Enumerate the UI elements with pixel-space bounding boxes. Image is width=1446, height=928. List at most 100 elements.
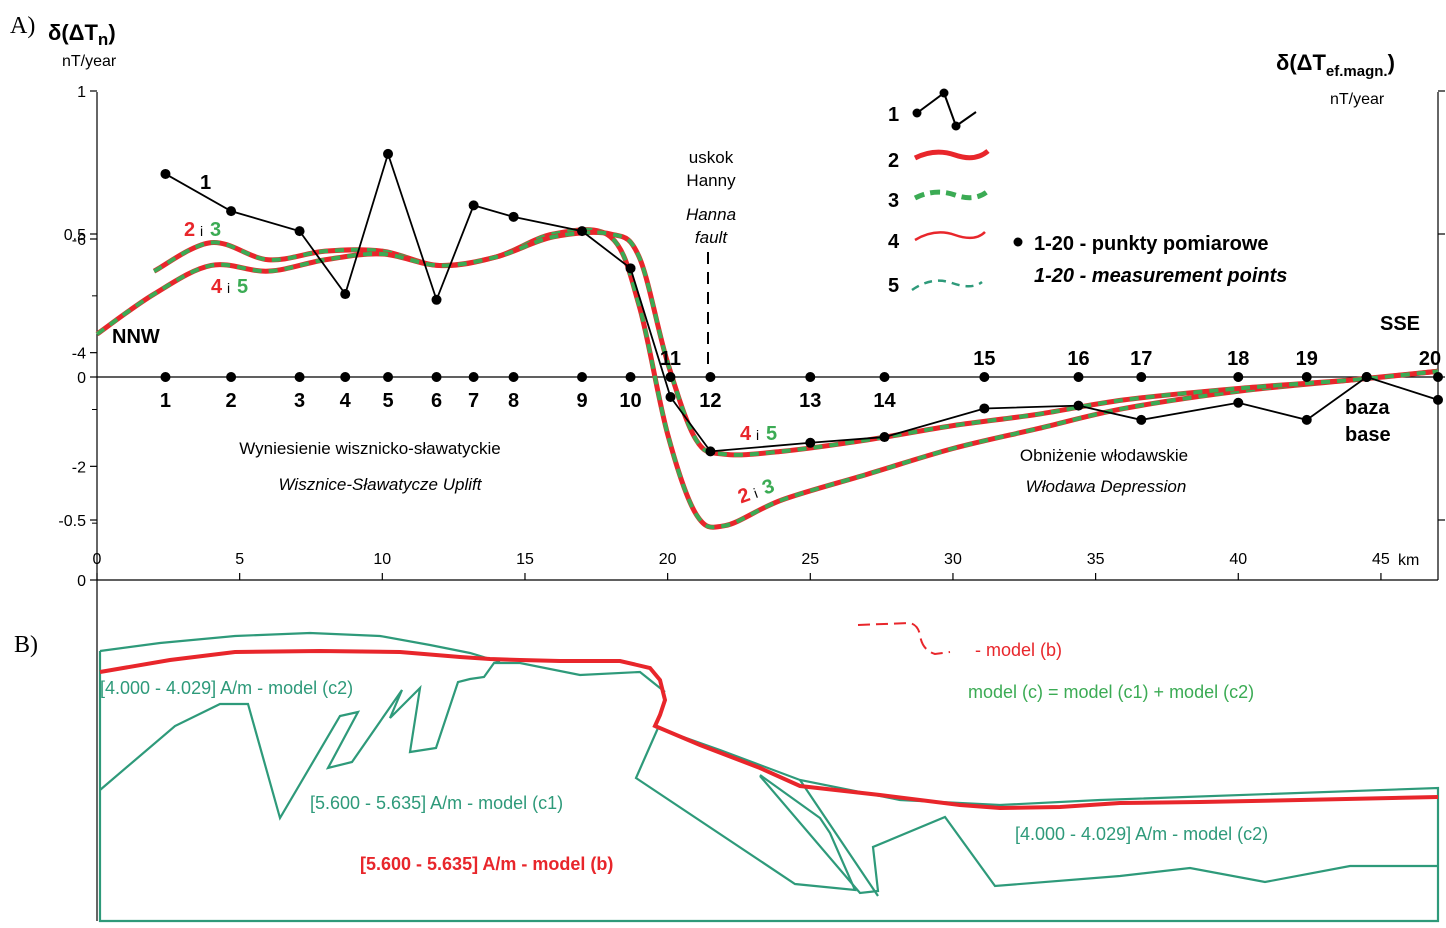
- label-4i5-upper: 4 i 5: [211, 276, 248, 298]
- series-1-point: [1433, 394, 1443, 405]
- curve-1-label: 1: [200, 172, 211, 194]
- model-c1-outline: [99, 661, 666, 821]
- measurement-point-label: 14: [873, 390, 896, 412]
- measurement-point: [625, 372, 636, 382]
- fault-label-en-1: Hanna: [686, 205, 736, 224]
- label-2: 2: [184, 219, 195, 241]
- model-b-legend-label: - model (b): [975, 640, 1062, 660]
- y-tick-label: 0: [77, 573, 86, 590]
- legend-dot: [912, 108, 922, 118]
- x-tick-label: 20: [659, 551, 677, 568]
- model-c1-lower-boundary: [759, 775, 1438, 895]
- series-1-point: [577, 226, 588, 237]
- measurement-point-label: 16: [1067, 348, 1089, 370]
- legend-label-1: 1: [888, 104, 899, 126]
- legend-label-2: 2: [888, 150, 899, 172]
- series-1-point: [160, 168, 171, 179]
- label-i: i: [227, 280, 230, 296]
- legend-label-3: 3: [888, 190, 899, 212]
- series-1-point: [294, 226, 305, 237]
- legend-dot: [951, 121, 961, 131]
- measurement-point: [226, 372, 237, 382]
- series-3-line: [153, 227, 1439, 530]
- y-tick-label: -2: [72, 459, 86, 476]
- measurement-point: [160, 372, 171, 382]
- label-4: 4: [211, 276, 223, 298]
- model-c-bodies: [98, 631, 1440, 923]
- series-1-point: [1073, 400, 1084, 411]
- label-2i3-upper: 2 i 3: [184, 219, 221, 241]
- series-1-point: [665, 392, 676, 403]
- y-tick-label: 0: [77, 370, 86, 387]
- model-b-boundary: [99, 648, 1439, 811]
- base-label-en: base: [1345, 424, 1391, 446]
- measurement-point-label: 8: [508, 390, 519, 412]
- panel-a-label: A): [10, 13, 35, 39]
- legend-swatch-5: [911, 279, 983, 292]
- label-c2-top: [4.000 - 4.029] A/m - model (c2): [100, 678, 353, 698]
- label-5: 5: [766, 423, 777, 445]
- label-5: 5: [237, 276, 248, 298]
- y-tick-label: 1: [77, 84, 86, 101]
- label-c2-right: [4.000 - 4.029] A/m - model (c2): [1015, 824, 1268, 844]
- series-1-point: [1301, 414, 1312, 425]
- measurement-point-label: 12: [699, 390, 721, 412]
- measurement-point: [705, 372, 716, 382]
- x-tick-label: 15: [516, 551, 534, 568]
- model-c-definition: model (c) = model (c1) + model (c2): [968, 682, 1254, 702]
- label-c1: [5.600 - 5.635] A/m - model (c1): [310, 793, 563, 813]
- fault-label-en-2: fault: [695, 228, 728, 247]
- measurement-point: [1073, 372, 1084, 382]
- label-4: 4: [740, 423, 752, 445]
- series-1-point: [805, 437, 816, 448]
- depression-label-en: Włodawa Depression: [1026, 477, 1187, 496]
- series-1-point: [340, 289, 351, 300]
- measurement-point: [294, 372, 305, 382]
- model-c-top-boundary: [99, 631, 501, 664]
- x-tick-label: 10: [373, 551, 391, 568]
- panel-a-series: [95, 148, 1443, 530]
- measurement-point: [879, 372, 890, 382]
- measurement-point-label: 3: [294, 390, 305, 412]
- series-1-point: [431, 294, 442, 305]
- legend-dot: [939, 88, 949, 98]
- measurement-point: [340, 372, 351, 382]
- left-axis-title: δ(ΔTn): [48, 20, 116, 49]
- series-1-point: [879, 432, 890, 443]
- model-c1-dike: [799, 779, 879, 897]
- measurement-point: [577, 372, 588, 382]
- label-i: i: [751, 485, 759, 501]
- fault-label-pl-1: uskok: [689, 148, 734, 167]
- measurement-point-label: 10: [619, 390, 641, 412]
- label-i: i: [200, 223, 203, 239]
- series-1-point: [383, 148, 394, 159]
- measurement-point: [468, 372, 479, 382]
- legend-label-5: 5: [888, 275, 899, 297]
- label-i: i: [756, 427, 759, 443]
- measurement-point: [1136, 372, 1147, 382]
- legend-points-pl: 1-20 - punkty pomiarowe: [1034, 233, 1269, 255]
- measurement-point-label: 1: [160, 390, 171, 412]
- x-tick-label: 30: [944, 551, 962, 568]
- measurement-point-label: 7: [468, 390, 479, 412]
- x-tick-label: 0: [93, 551, 102, 568]
- panel-b-label: B): [14, 632, 38, 658]
- measurement-point: [431, 372, 442, 382]
- base-label-pl: baza: [1345, 397, 1390, 419]
- x-tick-label: 25: [801, 551, 819, 568]
- series-1-point: [468, 200, 479, 211]
- legend-swatch-3: [913, 189, 990, 201]
- label-4i5-lower: 4 i 5: [740, 423, 777, 445]
- measurement-point: [805, 372, 816, 382]
- measurement-point-label: 4: [340, 390, 352, 412]
- fault-label-pl-2: Hanny: [686, 171, 736, 190]
- measurement-point-label: 9: [576, 390, 587, 412]
- x-tick-label: 5: [235, 551, 244, 568]
- series-1-point: [226, 206, 237, 217]
- y-tick-label: 0.5: [64, 227, 86, 244]
- label-3: 3: [210, 219, 221, 241]
- measurement-point: [1301, 372, 1312, 382]
- measurement-point-label: 15: [973, 348, 995, 370]
- panel-b: B) 0 -2 -4 -6 - model (b) model (c) = model…: [14, 232, 1440, 923]
